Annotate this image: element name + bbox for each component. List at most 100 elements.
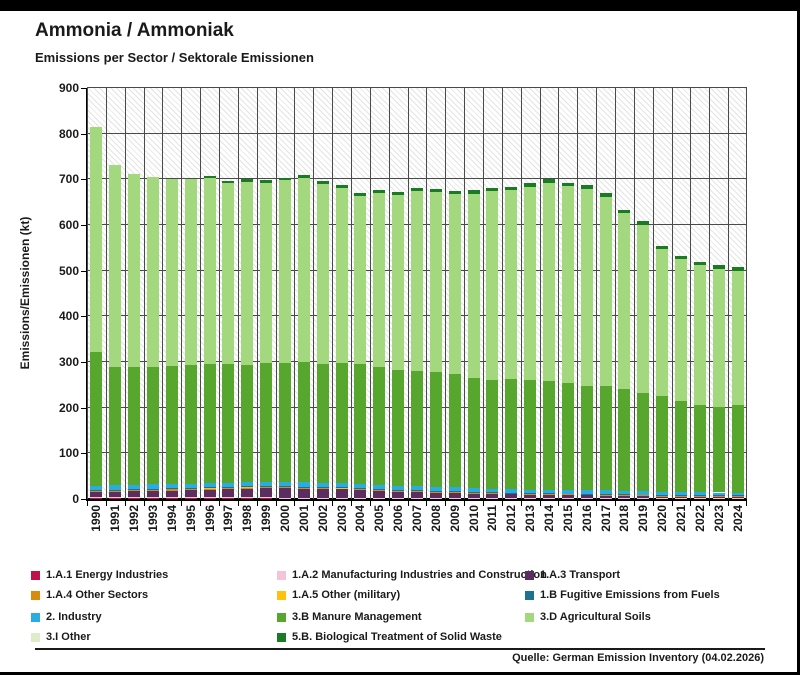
gridline-vertical [445,88,447,499]
bar-segment [467,493,480,498]
bar-segment [731,404,744,493]
gridline-vertical [219,88,220,499]
x-tick-label: 2004 [353,505,368,532]
bar-2001 [297,88,310,499]
bar-segment [147,497,159,499]
gridline-vertical [162,88,164,499]
gridline-vertical [294,88,296,499]
bar-segment [279,486,291,487]
x-axis-line [86,498,747,501]
bar-segment [656,492,669,496]
gridline-vertical [332,88,334,499]
bar-segment [184,490,197,498]
bar-segment [128,497,141,498]
bar-segment [561,497,574,499]
bar-segment [637,491,650,495]
bar-segment [448,374,461,487]
bar-segment [448,191,461,195]
x-tick-label: 1998 [240,505,255,532]
y-tick-mark [81,362,87,363]
bar-segment [731,495,744,497]
x-tick-mark [181,501,183,506]
legend-item: 2. Industry [31,609,102,625]
bar-segment [260,481,273,486]
bar-segment [260,363,273,482]
gridline-vertical [501,88,503,499]
bar-2011 [486,88,499,499]
y-tick-mark [81,179,87,181]
bar-segment [165,490,178,498]
bar-2004 [354,88,367,499]
bar-segment [279,179,291,363]
bar-segment [165,497,178,498]
bar-segment [599,196,612,386]
bar-segment [147,497,159,498]
bar-segment [165,488,178,491]
gridline-horizontal [87,87,747,88]
bar-segment [618,388,631,492]
bar-segment [637,496,650,498]
x-tick-label: 2010 [466,505,481,532]
bar-segment [429,492,442,498]
y-tick-label: 600 [58,218,79,232]
y-tick-mark [81,270,87,272]
bar-segment [543,489,555,494]
x-tick-mark [577,501,579,506]
bar-segment [448,498,461,499]
x-tick-label: 1994 [164,505,179,532]
bar-segment [731,267,744,271]
bar-2003 [335,88,348,499]
bar-segment [675,400,687,493]
bar-segment [693,404,706,493]
bar-segment [90,351,103,486]
x-tick-label: 2014 [542,505,556,532]
bar-segment [316,486,329,488]
bar-segment [354,364,367,484]
bar-segment [165,365,178,485]
bar-segment [316,497,329,499]
bar-segment [241,497,254,499]
bar-segment [524,186,537,381]
gridline-vertical [746,88,747,499]
legend-item: 1.A.5 Other (military) [277,587,400,603]
legend-swatch-icon [525,612,534,622]
bar-segment [411,490,423,491]
bar-segment [203,483,216,488]
y-tick-label: 0 [72,492,79,506]
bar-2010 [467,88,480,499]
bar-segment [561,383,574,490]
x-tick-label: 2012 [504,505,519,532]
bar-segment [467,190,480,194]
bar-segment [241,365,254,483]
y-tick-mark [81,453,87,455]
bar-segment [712,265,725,269]
bar-segment [712,268,725,407]
bar-2022 [693,88,706,499]
bar-segment [260,497,273,499]
bar-segment [184,179,197,366]
bar-2008 [429,88,442,499]
x-tick-mark [464,501,466,506]
bar-segment [429,490,442,492]
bar-segment [580,385,593,491]
bar-segment [373,193,386,367]
bar-segment [109,490,122,492]
bar-segment [316,183,329,365]
legend-label: 1.A.4 Other Sectors [46,589,149,601]
bar-segment [316,364,329,483]
y-tick-label: 100 [58,446,79,461]
bar-segment [712,492,725,496]
bar-segment [184,487,197,489]
bar-segment [524,183,537,187]
bar-segment [90,497,103,498]
bar-segment [675,498,687,499]
bar-segment [128,489,141,492]
bar-segment [448,194,461,375]
plot-area: Emissions/Emissionen (kt) 0 100 200 300 400 5… [18,81,747,532]
x-tick-mark [709,501,711,506]
bar-segment [354,487,367,489]
footer-divider [35,648,765,650]
bar-segment [448,491,461,494]
bar-segment [203,364,216,484]
legend-item: 1.A.2 Manufacturing Industries and Const… [277,567,547,583]
